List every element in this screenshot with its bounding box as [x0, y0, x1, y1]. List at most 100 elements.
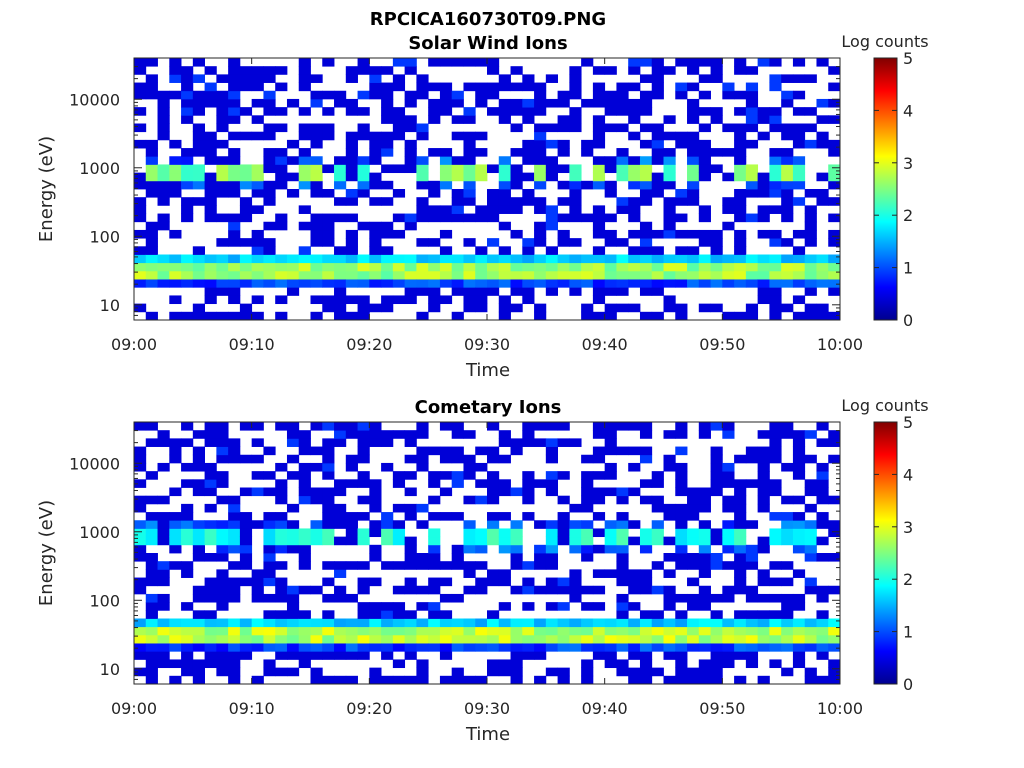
spectrogram-cell: [298, 585, 311, 595]
spectrogram-cell: [487, 626, 500, 636]
spectrogram-cell: [639, 90, 653, 100]
spectrogram-cell: [522, 254, 535, 264]
spectrogram-cell: [286, 262, 300, 272]
spectrogram-cell: [651, 643, 664, 652]
spectrogram-cell: [439, 643, 453, 652]
spectrogram-cell: [816, 487, 829, 497]
spectrogram-cell: [439, 164, 453, 174]
spectrogram-cell: [698, 553, 711, 562]
spectrogram-cell: [581, 675, 594, 685]
spectrogram-cell: [522, 238, 535, 247]
spectrogram-cell: [169, 279, 182, 288]
spectrogram-cell: [545, 74, 558, 83]
axis-ticks: 09:00 09:10 09:20 09:30 09:40 09:50 10:0010100…: [69, 421, 863, 718]
spectrogram-cell: [569, 618, 582, 628]
spectrogram-cell: [792, 446, 806, 456]
spectrogram-cell: [557, 180, 570, 190]
spectrogram-cell: [745, 311, 759, 321]
spectrogram-cell: [334, 303, 347, 313]
spectrogram-cell: [734, 205, 747, 214]
spectrogram-cell: [345, 295, 358, 305]
spectrogram-cell: [251, 577, 264, 587]
spectrogram-cell: [228, 189, 241, 198]
spectrogram-cell: [522, 512, 535, 521]
spectrogram-cell: [734, 66, 747, 75]
spectrogram-cell: [381, 279, 394, 288]
spectrogram-cell: [134, 246, 147, 255]
spectrogram-cell: [804, 667, 817, 677]
spectrogram-cell: [451, 311, 464, 321]
spectrogram-cell: [522, 479, 535, 488]
spectrogram-cell: [698, 675, 711, 685]
spectrogram-cell: [687, 58, 700, 67]
spectrogram-cell: [698, 238, 711, 247]
spectrogram-cell: [687, 262, 700, 272]
spectrogram-cell: [439, 262, 453, 272]
spectrogram-cell: [369, 618, 382, 628]
spectrogram-cell: [487, 254, 500, 264]
spectrogram-cell: [192, 139, 205, 149]
spectrogram-cell: [616, 270, 629, 280]
spectrogram-cell: [616, 107, 629, 116]
spectrogram-cell: [604, 544, 617, 554]
spectrogram-cell: [545, 254, 558, 264]
spectrogram-cell: [298, 618, 311, 628]
spectrogram-cell: [781, 593, 794, 603]
spectrogram-cell: [663, 503, 676, 513]
spectrogram-cell: [498, 438, 511, 447]
spectrogram-cell: [369, 553, 382, 562]
spectrogram-cell: [651, 58, 664, 67]
spectrogram-cell: [687, 254, 700, 264]
spectrogram-cell: [687, 164, 700, 174]
spectrogram-cell: [487, 536, 500, 546]
spectrogram-cell: [804, 577, 817, 587]
spectrogram-cell: [463, 675, 476, 685]
spectrogram-cell: [310, 180, 323, 190]
spectrogram-cell: [698, 569, 711, 578]
spectrogram-cell: [581, 303, 594, 313]
spectrogram-cell: [816, 512, 829, 521]
spectrogram-cell: [334, 593, 347, 603]
spectrogram-cell: [298, 430, 311, 439]
spectrogram-cell: [569, 74, 582, 83]
spectrogram-cell: [416, 90, 429, 100]
spectrogram-cell: [722, 593, 735, 603]
spectrogram-cell: [298, 123, 311, 133]
spectrogram-cell: [745, 254, 759, 264]
spectrogram-cell: [145, 229, 158, 239]
spectrogram-cell: [498, 634, 511, 644]
spectrogram-cell: [675, 189, 688, 198]
spectrogram-cell: [451, 643, 464, 652]
spectrogram-cell: [639, 577, 653, 587]
spectrogram-cell: [569, 503, 582, 513]
spectrogram-cell: [475, 528, 488, 538]
spectrogram-cell: [745, 634, 759, 644]
spectrogram-cell: [275, 634, 288, 644]
x-axis-label: Time: [465, 724, 510, 745]
spectrogram-cell: [345, 462, 358, 472]
spectrogram-cell: [145, 438, 158, 447]
spectrogram-cell: [286, 189, 300, 198]
spectrogram-cell: [239, 536, 253, 546]
spectrogram-cell: [569, 172, 582, 182]
spectrogram-cell: [310, 446, 323, 456]
spectrogram-cell: [381, 602, 394, 611]
spectrogram-cell: [475, 618, 488, 628]
spectrogram-cell: [710, 148, 723, 157]
spectrogram-cell: [616, 593, 629, 603]
spectrogram-cell: [745, 626, 759, 636]
spectrogram-cell: [439, 180, 453, 190]
spectrogram-cell: [792, 172, 806, 182]
spectrogram-cell: [487, 512, 500, 521]
spectrogram-cell: [228, 270, 241, 280]
spectrogram-cell: [651, 123, 664, 133]
spectrogram-cell: [145, 569, 158, 578]
spectrogram-cell: [604, 123, 617, 133]
spectrogram-cell: [275, 643, 288, 652]
spectrogram-cell: [322, 123, 335, 133]
spectrogram-cell: [592, 164, 606, 174]
spectrogram-cell: [581, 479, 594, 488]
spectrogram-cell: [781, 279, 794, 288]
spectrogram-cell: [381, 430, 394, 439]
